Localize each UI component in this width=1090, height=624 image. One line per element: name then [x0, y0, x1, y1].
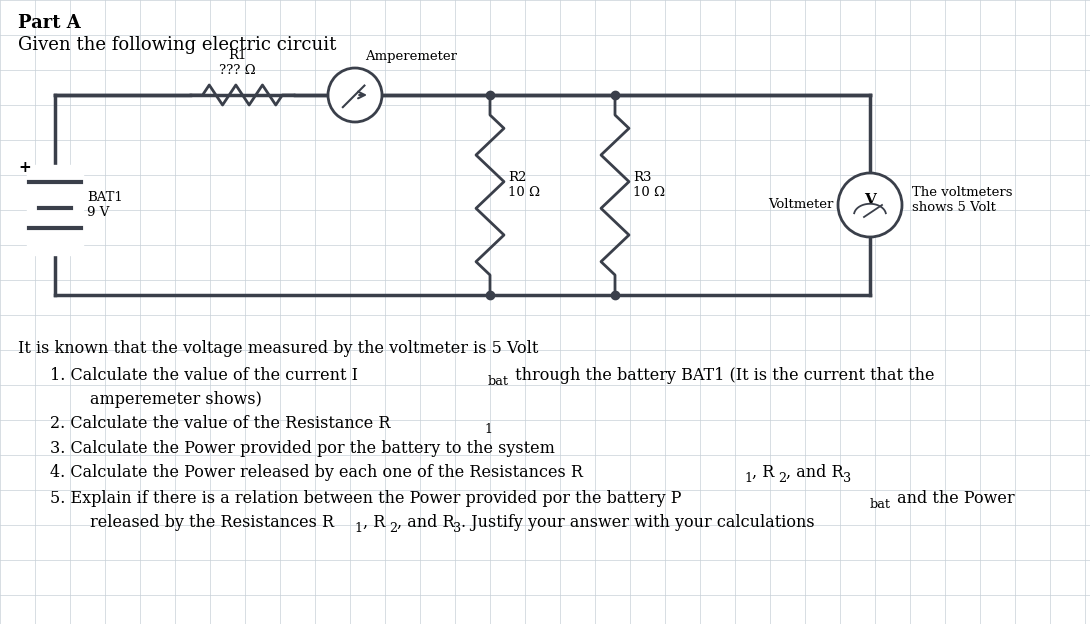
Text: 3: 3	[843, 472, 851, 485]
Text: , R: , R	[363, 514, 386, 531]
Text: 2: 2	[389, 522, 397, 535]
Circle shape	[328, 68, 381, 122]
Text: , and R: , and R	[397, 514, 455, 531]
Text: through the battery BAT1 (It is the current that the: through the battery BAT1 (It is the curr…	[510, 367, 934, 384]
Text: 3: 3	[453, 522, 461, 535]
Text: bat: bat	[488, 375, 509, 388]
Text: 5. Explain if there is a relation between the Power provided por the battery P: 5. Explain if there is a relation betwee…	[50, 490, 681, 507]
Text: Given the following electric circuit: Given the following electric circuit	[19, 36, 337, 54]
Text: bat: bat	[870, 498, 891, 511]
Text: V: V	[864, 193, 876, 207]
Text: 4. Calculate the Power released by each one of the Resistances R: 4. Calculate the Power released by each …	[50, 464, 583, 481]
Text: BAT1
9 V: BAT1 9 V	[87, 191, 123, 219]
Text: 1: 1	[485, 423, 493, 436]
Text: 1: 1	[744, 472, 752, 485]
Text: The voltmeters
shows 5 Volt: The voltmeters shows 5 Volt	[912, 186, 1013, 214]
Text: R1
??? Ω: R1 ??? Ω	[219, 49, 256, 77]
Text: 1: 1	[355, 522, 363, 535]
Text: 3. Calculate the Power provided por the battery to the system: 3. Calculate the Power provided por the …	[50, 440, 555, 457]
Text: . Justify your answer with your calculations: . Justify your answer with your calculat…	[461, 514, 814, 531]
Text: It is known that the voltage measured by the voltmeter is 5 Volt: It is known that the voltage measured by…	[19, 340, 538, 357]
Text: 1. Calculate the value of the current I: 1. Calculate the value of the current I	[50, 367, 358, 384]
Text: , and R: , and R	[786, 464, 844, 481]
Text: +: +	[19, 160, 32, 175]
Text: amperemeter shows): amperemeter shows)	[90, 391, 262, 408]
Text: and the Power: and the Power	[892, 490, 1015, 507]
Circle shape	[838, 173, 903, 237]
Text: R3
10 Ω: R3 10 Ω	[633, 171, 665, 199]
Text: Voltmeter: Voltmeter	[767, 198, 833, 212]
Text: R2
10 Ω: R2 10 Ω	[508, 171, 540, 199]
Text: 2. Calculate the value of the Resistance R: 2. Calculate the value of the Resistance…	[50, 415, 390, 432]
Text: released by the Resistances R: released by the Resistances R	[90, 514, 335, 531]
Text: Part A: Part A	[19, 14, 81, 32]
Text: 2: 2	[778, 472, 786, 485]
Text: , R: , R	[752, 464, 774, 481]
Text: Amperemeter: Amperemeter	[365, 50, 457, 63]
